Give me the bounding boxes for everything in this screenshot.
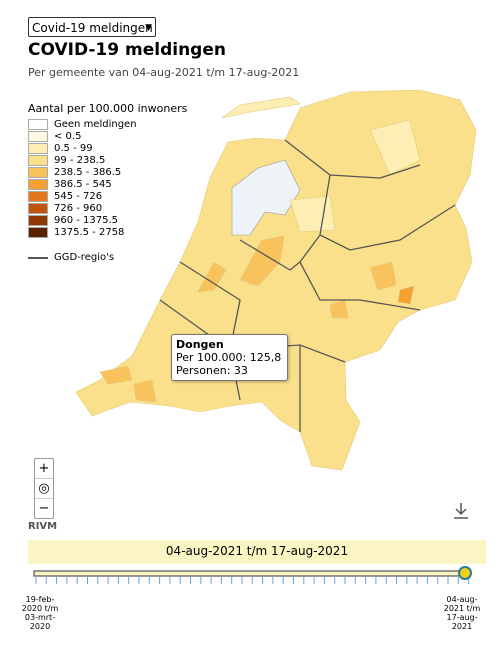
boundary-legend: GGD-regio's (28, 252, 187, 263)
legend-label: Geen meldingen (54, 118, 137, 130)
legend-label: 960 - 1375.5 (54, 214, 119, 226)
tooltip-persons: Personen: 33 (176, 364, 248, 377)
timeline-current: 04-aug-2021 t/m 17-aug-2021 (28, 540, 486, 564)
legend-swatch (28, 154, 48, 166)
legend-label: 238.5 - 386.5 (54, 166, 122, 178)
timeline-current-text: 04-aug-2021 t/m 17-aug-2021 (165, 544, 349, 558)
legend-label: 545 - 726 (54, 190, 103, 202)
zoom-controls: + ◎ − (34, 458, 54, 519)
legend-item: 238.5 - 386.5 (28, 166, 187, 178)
legend-label: 99 - 238.5 (54, 154, 106, 166)
timeline-label-line: 04-aug- (446, 595, 478, 604)
legend-title: Aantal per 100.000 inwoners (28, 102, 188, 115)
tooltip-name: Dongen (176, 338, 224, 351)
legend-swatch (28, 190, 48, 202)
region-patch (289, 195, 336, 233)
legend-swatch (28, 166, 48, 178)
locate[interactable]: ◎ (35, 479, 53, 499)
legend: Aantal per 100.000 inwoners Geen melding… (28, 102, 187, 263)
legend-swatch (28, 118, 48, 130)
zoom-out[interactable]: − (38, 501, 50, 516)
timeline-slider[interactable] (0, 560, 500, 594)
legend-swatch (28, 142, 48, 154)
timeline-label-line: 03-mrt- (24, 613, 56, 622)
region-patch (397, 285, 415, 305)
legend-item: 386.5 - 545 (28, 178, 187, 190)
legend-swatch (28, 130, 48, 142)
layer-select[interactable]: Covid-19 meldingen ▼ (28, 17, 156, 37)
legend-label: < 0.5 (54, 130, 82, 142)
region-patch (329, 299, 349, 319)
legend-item: 99 - 238.5 (28, 154, 187, 166)
legend-swatch (28, 202, 48, 214)
legend-item: < 0.5 (28, 130, 187, 142)
legend-item: 0.5 - 99 (28, 142, 187, 154)
download-button[interactable] (453, 502, 469, 520)
legend-item: 1375.5 - 2758 (28, 226, 187, 238)
legend-item: 960 - 1375.5 (28, 214, 187, 226)
timeline-label-line: 17-aug- (446, 613, 478, 622)
legend-swatch (28, 226, 48, 238)
region-patch (99, 365, 133, 385)
timeline-label-line: 2021 t/m (443, 604, 481, 613)
region-patch (369, 261, 397, 291)
timeline-label-line: 2020 t/m (21, 604, 59, 613)
legend-label: 0.5 - 99 (54, 142, 93, 154)
legend-item: Geen meldingen (28, 118, 187, 130)
legend-label: 386.5 - 545 (54, 178, 112, 190)
islands (221, 96, 301, 119)
title: COVID-19 meldingen (28, 40, 226, 60)
region-patch (369, 119, 421, 176)
timeline-end: 04-aug- 2021 t/m 17-aug- 2021 (442, 595, 482, 631)
subtitle: Per gemeente van 04-aug-2021 t/m 17-aug-… (28, 66, 300, 79)
legend-label: 1375.5 - 2758 (54, 226, 125, 238)
legend-item: 545 - 726 (28, 190, 187, 202)
timeline-start: 19-feb- 2020 t/m 03-mrt- 2020 (20, 595, 60, 631)
region-patch (133, 379, 157, 403)
boundary-label: GGD-regio's (54, 252, 115, 263)
tooltip: Dongen Per 100.000: 125,8 Personen: 33 (171, 334, 288, 381)
legend-swatch (28, 214, 48, 226)
tooltip-rate: Per 100.000: 125,8 (176, 351, 282, 364)
legend-item: 726 - 960 (28, 202, 187, 214)
source: RIVM (28, 521, 58, 532)
region-patch (239, 235, 285, 287)
timeline-label-line: 19-feb- (25, 595, 55, 604)
slider-handle (458, 566, 472, 580)
slider-track (33, 570, 467, 577)
legend-items: Geen meldingen < 0.5 0.5 - 99 99 - 238.5 238… (28, 118, 187, 238)
timeline-label-line: 2021 (451, 622, 473, 631)
timeline-label-line: 2020 (29, 622, 51, 631)
legend-label: 726 - 960 (54, 202, 103, 214)
legend-swatch (28, 178, 48, 190)
lake (231, 159, 301, 236)
select-value: Covid-19 meldingen (32, 21, 153, 35)
zoom-in[interactable]: + (35, 459, 53, 479)
region-patch (197, 261, 227, 293)
